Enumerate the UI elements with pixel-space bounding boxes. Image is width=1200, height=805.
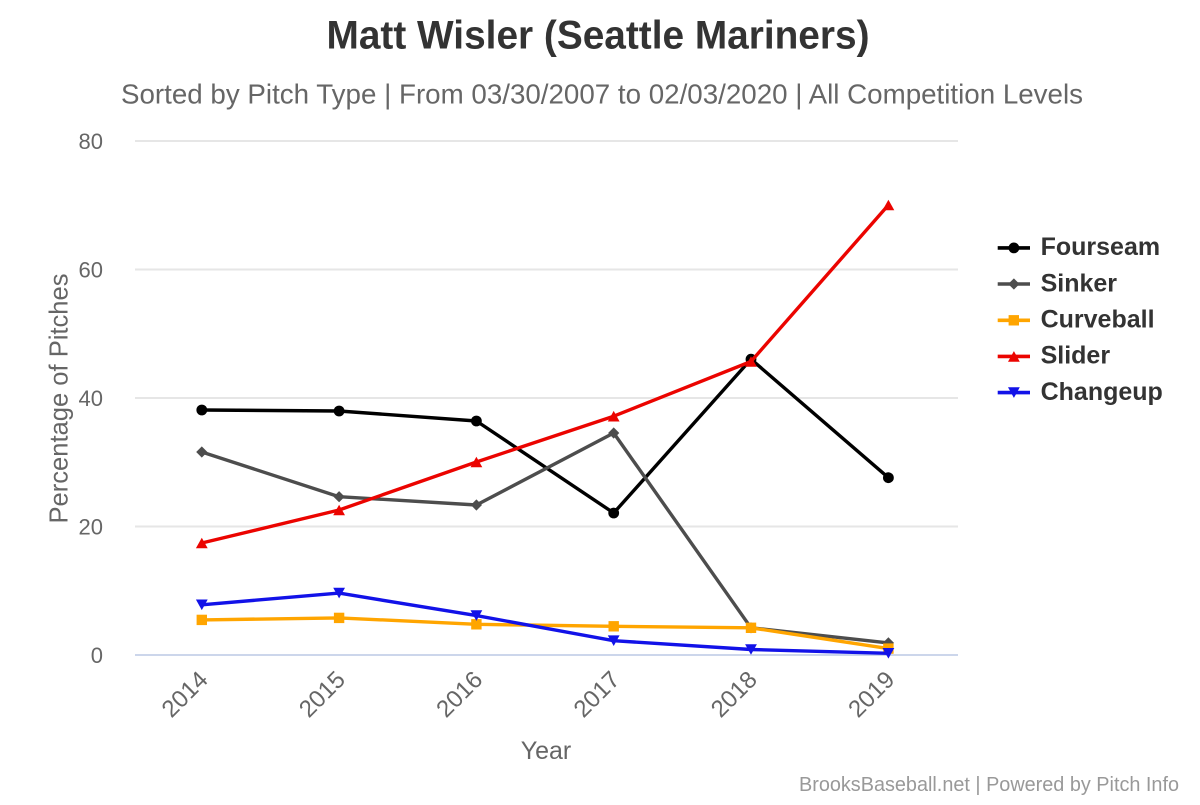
svg-text:Sorted by Pitch Type | From 03: Sorted by Pitch Type | From 03/30/2007 t… (121, 78, 1083, 109)
svg-text:0: 0 (91, 643, 103, 668)
svg-text:Curveball: Curveball (1041, 306, 1155, 334)
svg-text:Percentage of Pitches: Percentage of Pitches (44, 274, 74, 524)
svg-text:Fourseam: Fourseam (1041, 233, 1160, 261)
svg-text:80: 80 (79, 129, 103, 154)
svg-text:40: 40 (79, 386, 103, 411)
svg-text:BrooksBaseball.net | Powered b: BrooksBaseball.net | Powered by Pitch In… (799, 774, 1179, 796)
svg-text:Changeup: Changeup (1041, 378, 1163, 406)
svg-text:Slider: Slider (1041, 342, 1111, 370)
svg-text:Sinker: Sinker (1041, 269, 1118, 297)
svg-text:20: 20 (79, 515, 103, 540)
svg-text:Year: Year (521, 737, 572, 765)
svg-text:60: 60 (79, 258, 103, 283)
svg-text:Matt Wisler (Seattle Mariners): Matt Wisler (Seattle Mariners) (327, 14, 870, 58)
